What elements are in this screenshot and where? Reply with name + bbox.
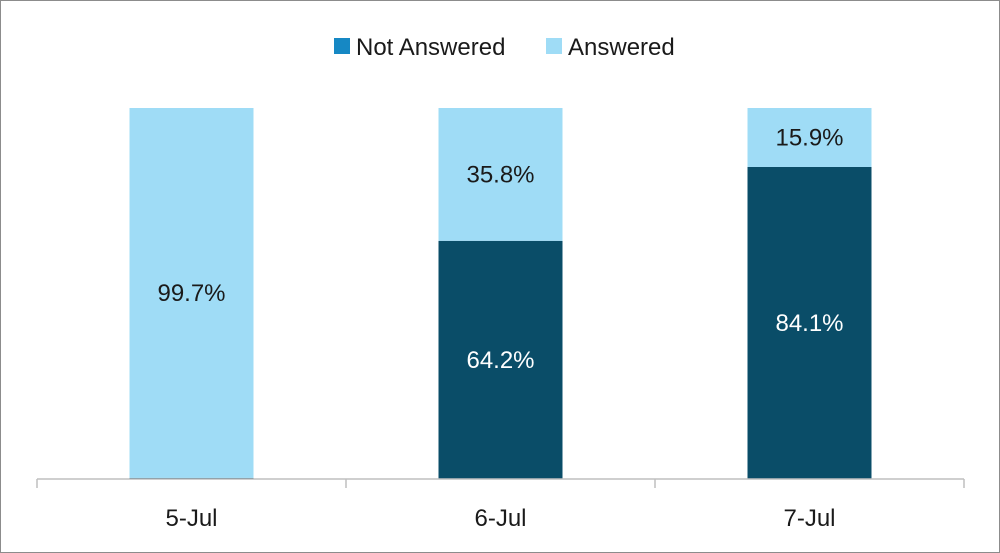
bar-not-answered-6-jul (438, 240, 563, 479)
legend-label-answered: Answered (568, 34, 675, 61)
x-axis: 5-Jul 6-Jul 7-Jul (36, 478, 965, 532)
data-label-answered-6-jul: 35.8% (466, 161, 534, 188)
data-label-not-answered-6-jul: 64.2% (466, 347, 534, 374)
x-tick-label-6-jul: 6-Jul (474, 505, 526, 532)
bar-answered-6-jul (438, 108, 563, 241)
bar-answered-5-jul (129, 108, 254, 478)
bars: 99.7% 64.2% 35.8% 84.1% 15.9% (129, 108, 872, 479)
legend-swatch-answered (546, 38, 562, 54)
legend: Not Answered Answered (334, 34, 675, 61)
data-label-answered-7-jul: 15.9% (775, 124, 843, 151)
bar-answered-7-jul (747, 108, 872, 167)
x-tick-label-7-jul: 7-Jul (783, 505, 835, 532)
data-label-answered-5-jul: 99.7% (157, 280, 225, 307)
legend-swatch-not-answered (334, 38, 350, 54)
data-label-not-answered-7-jul: 84.1% (775, 310, 843, 337)
x-tick-label-5-jul: 5-Jul (165, 505, 217, 532)
legend-label-not-answered: Not Answered (356, 34, 505, 61)
bar-not-answered-7-jul (747, 166, 872, 479)
